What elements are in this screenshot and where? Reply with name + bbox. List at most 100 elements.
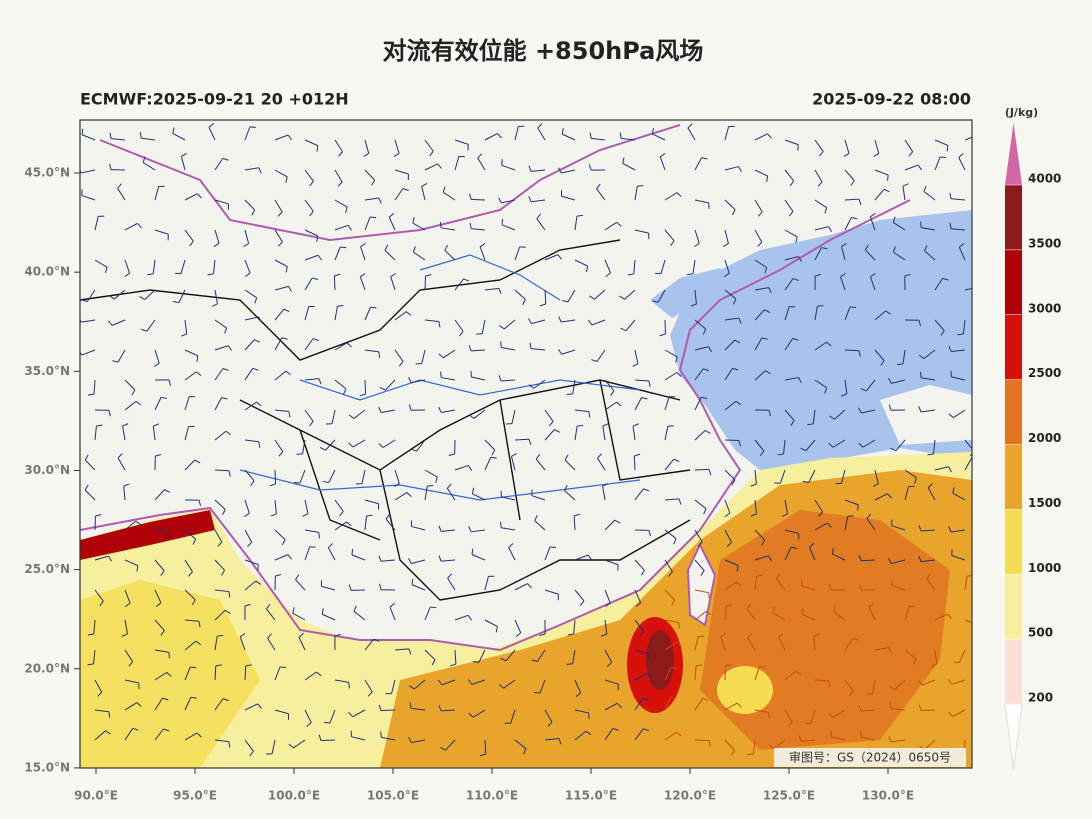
wind-barb — [184, 229, 194, 242]
wind-barb — [687, 127, 696, 141]
wind-barb — [320, 739, 336, 742]
wind-barb-flag — [567, 633, 574, 636]
wind-barb — [244, 167, 259, 171]
wind-barb-flag — [288, 411, 291, 418]
wind-barb-flag — [334, 633, 341, 637]
wind-barb-flag — [221, 397, 228, 400]
wind-barb-flag — [147, 273, 154, 276]
wind-barb-flag — [346, 521, 352, 527]
wind-barb-flag — [601, 633, 608, 637]
wind-barb — [864, 249, 876, 261]
wind-barb — [634, 589, 642, 604]
wind-barb-flag — [918, 320, 922, 327]
wind-barb-flag — [459, 331, 464, 337]
colorbar-label: 2500 — [1028, 366, 1061, 380]
wind-barb-flag — [393, 152, 400, 158]
wind-barb — [441, 679, 456, 686]
wind-barb — [304, 709, 312, 723]
wind-barb-flag — [761, 337, 768, 340]
wind-barb-flag — [768, 744, 775, 750]
wind-barb — [664, 229, 675, 242]
wind-barb-flag — [217, 541, 223, 547]
wind-barb — [634, 649, 649, 655]
wind-barb — [212, 259, 216, 274]
wind-barb-flag — [222, 157, 229, 161]
wind-barb — [694, 589, 709, 594]
wind-barb-flag — [249, 126, 256, 128]
wind-barb-flag — [639, 630, 644, 637]
wind-barb-flag — [389, 602, 396, 608]
wind-barb — [364, 499, 379, 505]
wind-barb — [664, 372, 678, 381]
wind-barb-flag — [738, 317, 742, 324]
wind-barb — [754, 439, 765, 452]
wind-barb — [574, 216, 578, 231]
wind-barb — [544, 589, 559, 595]
wind-barb-flag — [244, 512, 250, 518]
wind-barb — [274, 370, 287, 381]
wind-barb — [454, 464, 469, 471]
wind-barb — [304, 671, 317, 681]
wind-barb — [814, 379, 827, 389]
wind-barb — [424, 486, 428, 501]
wind-barb — [390, 276, 396, 291]
wind-barb — [921, 227, 936, 231]
wind-barb-flag — [913, 658, 917, 665]
wind-barb — [184, 396, 190, 411]
wind-barb-flag — [643, 728, 650, 732]
wind-barb — [531, 348, 546, 351]
wind-barb — [184, 459, 196, 471]
wind-barb-flag — [225, 430, 232, 436]
wind-barb-flag — [302, 513, 309, 517]
wind-barb-flag — [228, 470, 231, 477]
wind-barb-flag — [408, 736, 412, 743]
wind-barb-flag — [348, 414, 355, 419]
wind-barb-flag — [277, 211, 283, 217]
wind-barb-flag — [366, 514, 373, 517]
wind-barb — [754, 287, 769, 291]
wind-barb-flag — [864, 244, 869, 251]
lat-label: 35.0°N — [24, 364, 70, 378]
wind-barb-flag — [370, 216, 377, 219]
wind-barb — [334, 521, 347, 531]
wind-barb-flag — [726, 541, 732, 547]
bohai-sea — [650, 268, 735, 318]
wind-barb-flag — [258, 316, 262, 323]
wind-barb — [779, 469, 786, 484]
lon-label: 120.0°E — [664, 789, 716, 803]
wind-barb — [81, 169, 96, 174]
wind-barb — [214, 289, 219, 304]
wind-barb — [775, 578, 786, 591]
wind-barb-flag — [747, 633, 753, 639]
wind-barb — [754, 709, 769, 714]
wind-barb-flag — [348, 442, 354, 448]
wind-barb — [93, 649, 96, 664]
wind-barb-flag — [587, 319, 593, 326]
wind-barb — [784, 256, 799, 261]
wind-barb-flag — [196, 355, 199, 362]
wind-barb-flag — [292, 607, 295, 614]
wind-barb — [441, 227, 456, 231]
wind-barb — [214, 636, 218, 651]
wind-barb — [385, 379, 396, 391]
wind-barb-flag — [95, 514, 102, 517]
wind-barb-flag — [265, 603, 271, 610]
wind-barb-flag — [852, 637, 859, 641]
wind-barb — [746, 608, 756, 621]
wind-barb — [444, 250, 456, 261]
wind-barb — [364, 679, 373, 693]
wind-barb — [214, 698, 224, 711]
wind-barb — [411, 379, 426, 384]
wind-barb — [295, 579, 306, 591]
wind-barb — [597, 457, 606, 471]
wind-barb — [443, 349, 456, 359]
wind-barb-flag — [385, 514, 390, 520]
wind-barb — [184, 640, 197, 651]
wind-barb — [844, 638, 854, 651]
wind-barb — [381, 409, 396, 414]
wind-barb-flag — [890, 447, 897, 452]
wind-barb — [814, 199, 827, 209]
wind-barb — [844, 499, 859, 506]
wind-barb — [274, 666, 281, 681]
wind-barb — [874, 139, 880, 154]
